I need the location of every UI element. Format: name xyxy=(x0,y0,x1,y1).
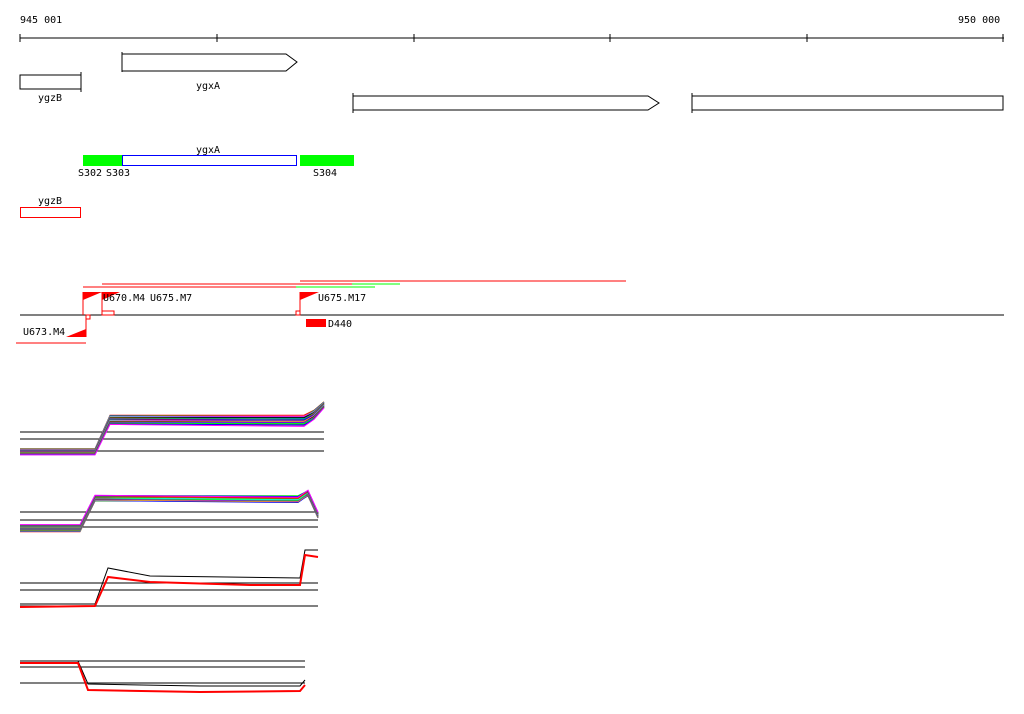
profile-line xyxy=(20,489,319,526)
profile-line xyxy=(20,406,325,455)
ruler-end-label: 950 000 xyxy=(958,15,1000,26)
profile-line xyxy=(20,405,325,454)
profile-line xyxy=(20,407,325,455)
gene-ygxA[interactable] xyxy=(121,53,298,72)
feature-ygzB[interactable] xyxy=(20,207,81,218)
profile-line xyxy=(20,406,325,455)
profile-line xyxy=(20,407,325,456)
profile-line xyxy=(20,405,325,454)
profile-line xyxy=(20,405,325,454)
feature-label: ygxA xyxy=(196,145,220,156)
feature-label: S303 xyxy=(106,168,130,179)
profile-line xyxy=(20,403,325,452)
feature-ygxA[interactable] xyxy=(122,155,297,166)
gene-label: ygxA xyxy=(196,81,220,92)
gene-track xyxy=(19,52,1004,113)
profile-line xyxy=(20,403,325,452)
profile-line xyxy=(20,660,306,687)
profile-line xyxy=(20,401,325,450)
feature-label: S304 xyxy=(313,168,337,179)
profile-line xyxy=(20,404,325,453)
feature-label: ygzB xyxy=(38,196,62,207)
profile-line xyxy=(20,403,325,451)
feature-S304[interactable] xyxy=(300,155,354,166)
gene-ygzB[interactable] xyxy=(19,74,82,90)
profile-line xyxy=(19,553,319,608)
promoter-label[interactable]: D440 xyxy=(328,319,352,330)
promoter-label[interactable]: U673.M4 xyxy=(23,327,65,338)
feature-label: S302 xyxy=(78,168,102,179)
profile-line xyxy=(20,404,325,452)
ruler-start-label: 945 001 xyxy=(20,15,62,26)
gene-box[interactable] xyxy=(691,95,1004,111)
promoter-label[interactable]: U675.M17 xyxy=(318,293,366,304)
gene-arrow[interactable] xyxy=(352,95,660,111)
profile-line xyxy=(20,406,325,455)
expression-profiles xyxy=(19,401,325,694)
promoter-label[interactable]: U675.M7 xyxy=(150,293,192,304)
profile-line xyxy=(20,549,318,605)
feature-S302[interactable] xyxy=(83,155,122,166)
ruler xyxy=(19,34,1004,42)
profile-line xyxy=(20,405,325,454)
promoter-track xyxy=(16,280,1004,344)
profile-line xyxy=(20,662,306,694)
promoter-label[interactable]: U670.M4 xyxy=(103,293,145,304)
profile-line xyxy=(20,403,325,452)
profile-line xyxy=(20,404,325,453)
profile-line xyxy=(20,404,325,453)
gene-label: ygzB xyxy=(38,93,62,104)
